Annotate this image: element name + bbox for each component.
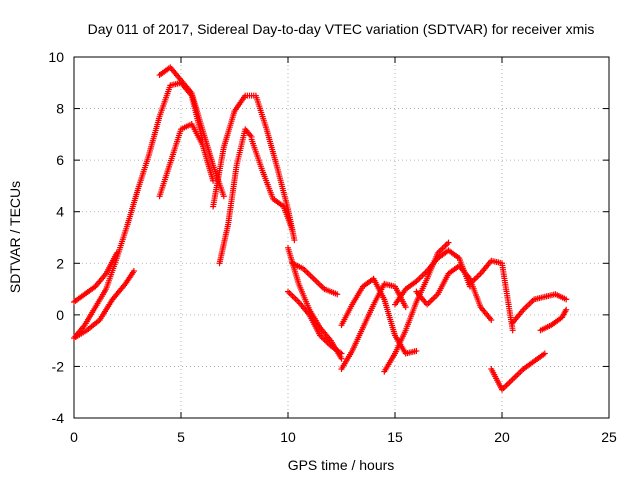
data-point [563, 296, 570, 303]
data-point [130, 268, 137, 275]
x-axis-label: GPS time / hours [288, 457, 395, 473]
series-arc-20 [537, 306, 570, 334]
data-point [445, 239, 452, 246]
series-arc-19 [509, 291, 570, 326]
series-arc-8 [248, 136, 296, 233]
data-point [338, 355, 345, 362]
x-tick-label: 25 [601, 429, 617, 445]
series-arc-14 [381, 239, 452, 375]
data-point [509, 327, 516, 334]
y-tick-label: 0 [56, 307, 64, 323]
series-arc-18 [488, 350, 548, 393]
y-tick-label: 4 [56, 204, 64, 220]
x-tick-label: 10 [280, 429, 296, 445]
grid [74, 57, 609, 418]
data-point [338, 350, 345, 357]
series-arc-2 [71, 268, 137, 342]
data-point [488, 317, 495, 324]
y-tick-label: 8 [56, 101, 64, 117]
y-tick-label: 2 [56, 255, 64, 271]
series-arc-3 [71, 249, 120, 305]
series-arc-17 [466, 257, 516, 334]
series-arc-7 [216, 126, 255, 267]
data-point [563, 306, 570, 313]
data-point [334, 291, 341, 298]
series-arc-1 [71, 79, 206, 342]
x-tick-label: 0 [70, 429, 78, 445]
plot-frame [73, 56, 610, 419]
series-arc-4 [156, 64, 227, 200]
data-point [220, 193, 227, 200]
x-tick-label: 20 [494, 429, 510, 445]
y-tick-label: 6 [56, 152, 64, 168]
data-point [402, 304, 409, 311]
data-point [541, 350, 548, 357]
x-tick-label: 15 [387, 429, 403, 445]
series-arc-10 [285, 288, 345, 357]
y-axis-label: SDTVAR / TECUs [7, 181, 23, 293]
y-tick-label: 10 [48, 49, 64, 65]
data-point [113, 249, 120, 256]
series-arc-11 [289, 260, 341, 298]
data-point [413, 347, 420, 354]
x-tick-label: 5 [177, 429, 185, 445]
data-point [291, 237, 298, 244]
series-arc-12 [338, 280, 409, 373]
chart-title: Day 011 of 2017, Sidereal Day-to-day VTE… [88, 21, 595, 37]
series-arc-6 [210, 92, 298, 244]
y-tick-label: -4 [52, 410, 65, 426]
y-tick-label: -2 [52, 358, 65, 374]
axis-ticks: 0 5 10 15 20 25 -4 -2 0 2 4 6 8 10 [48, 49, 617, 445]
series-arc-16 [413, 262, 495, 324]
series-arc-5 [156, 121, 217, 200]
data-marks [71, 64, 570, 393]
data-point [289, 226, 296, 233]
